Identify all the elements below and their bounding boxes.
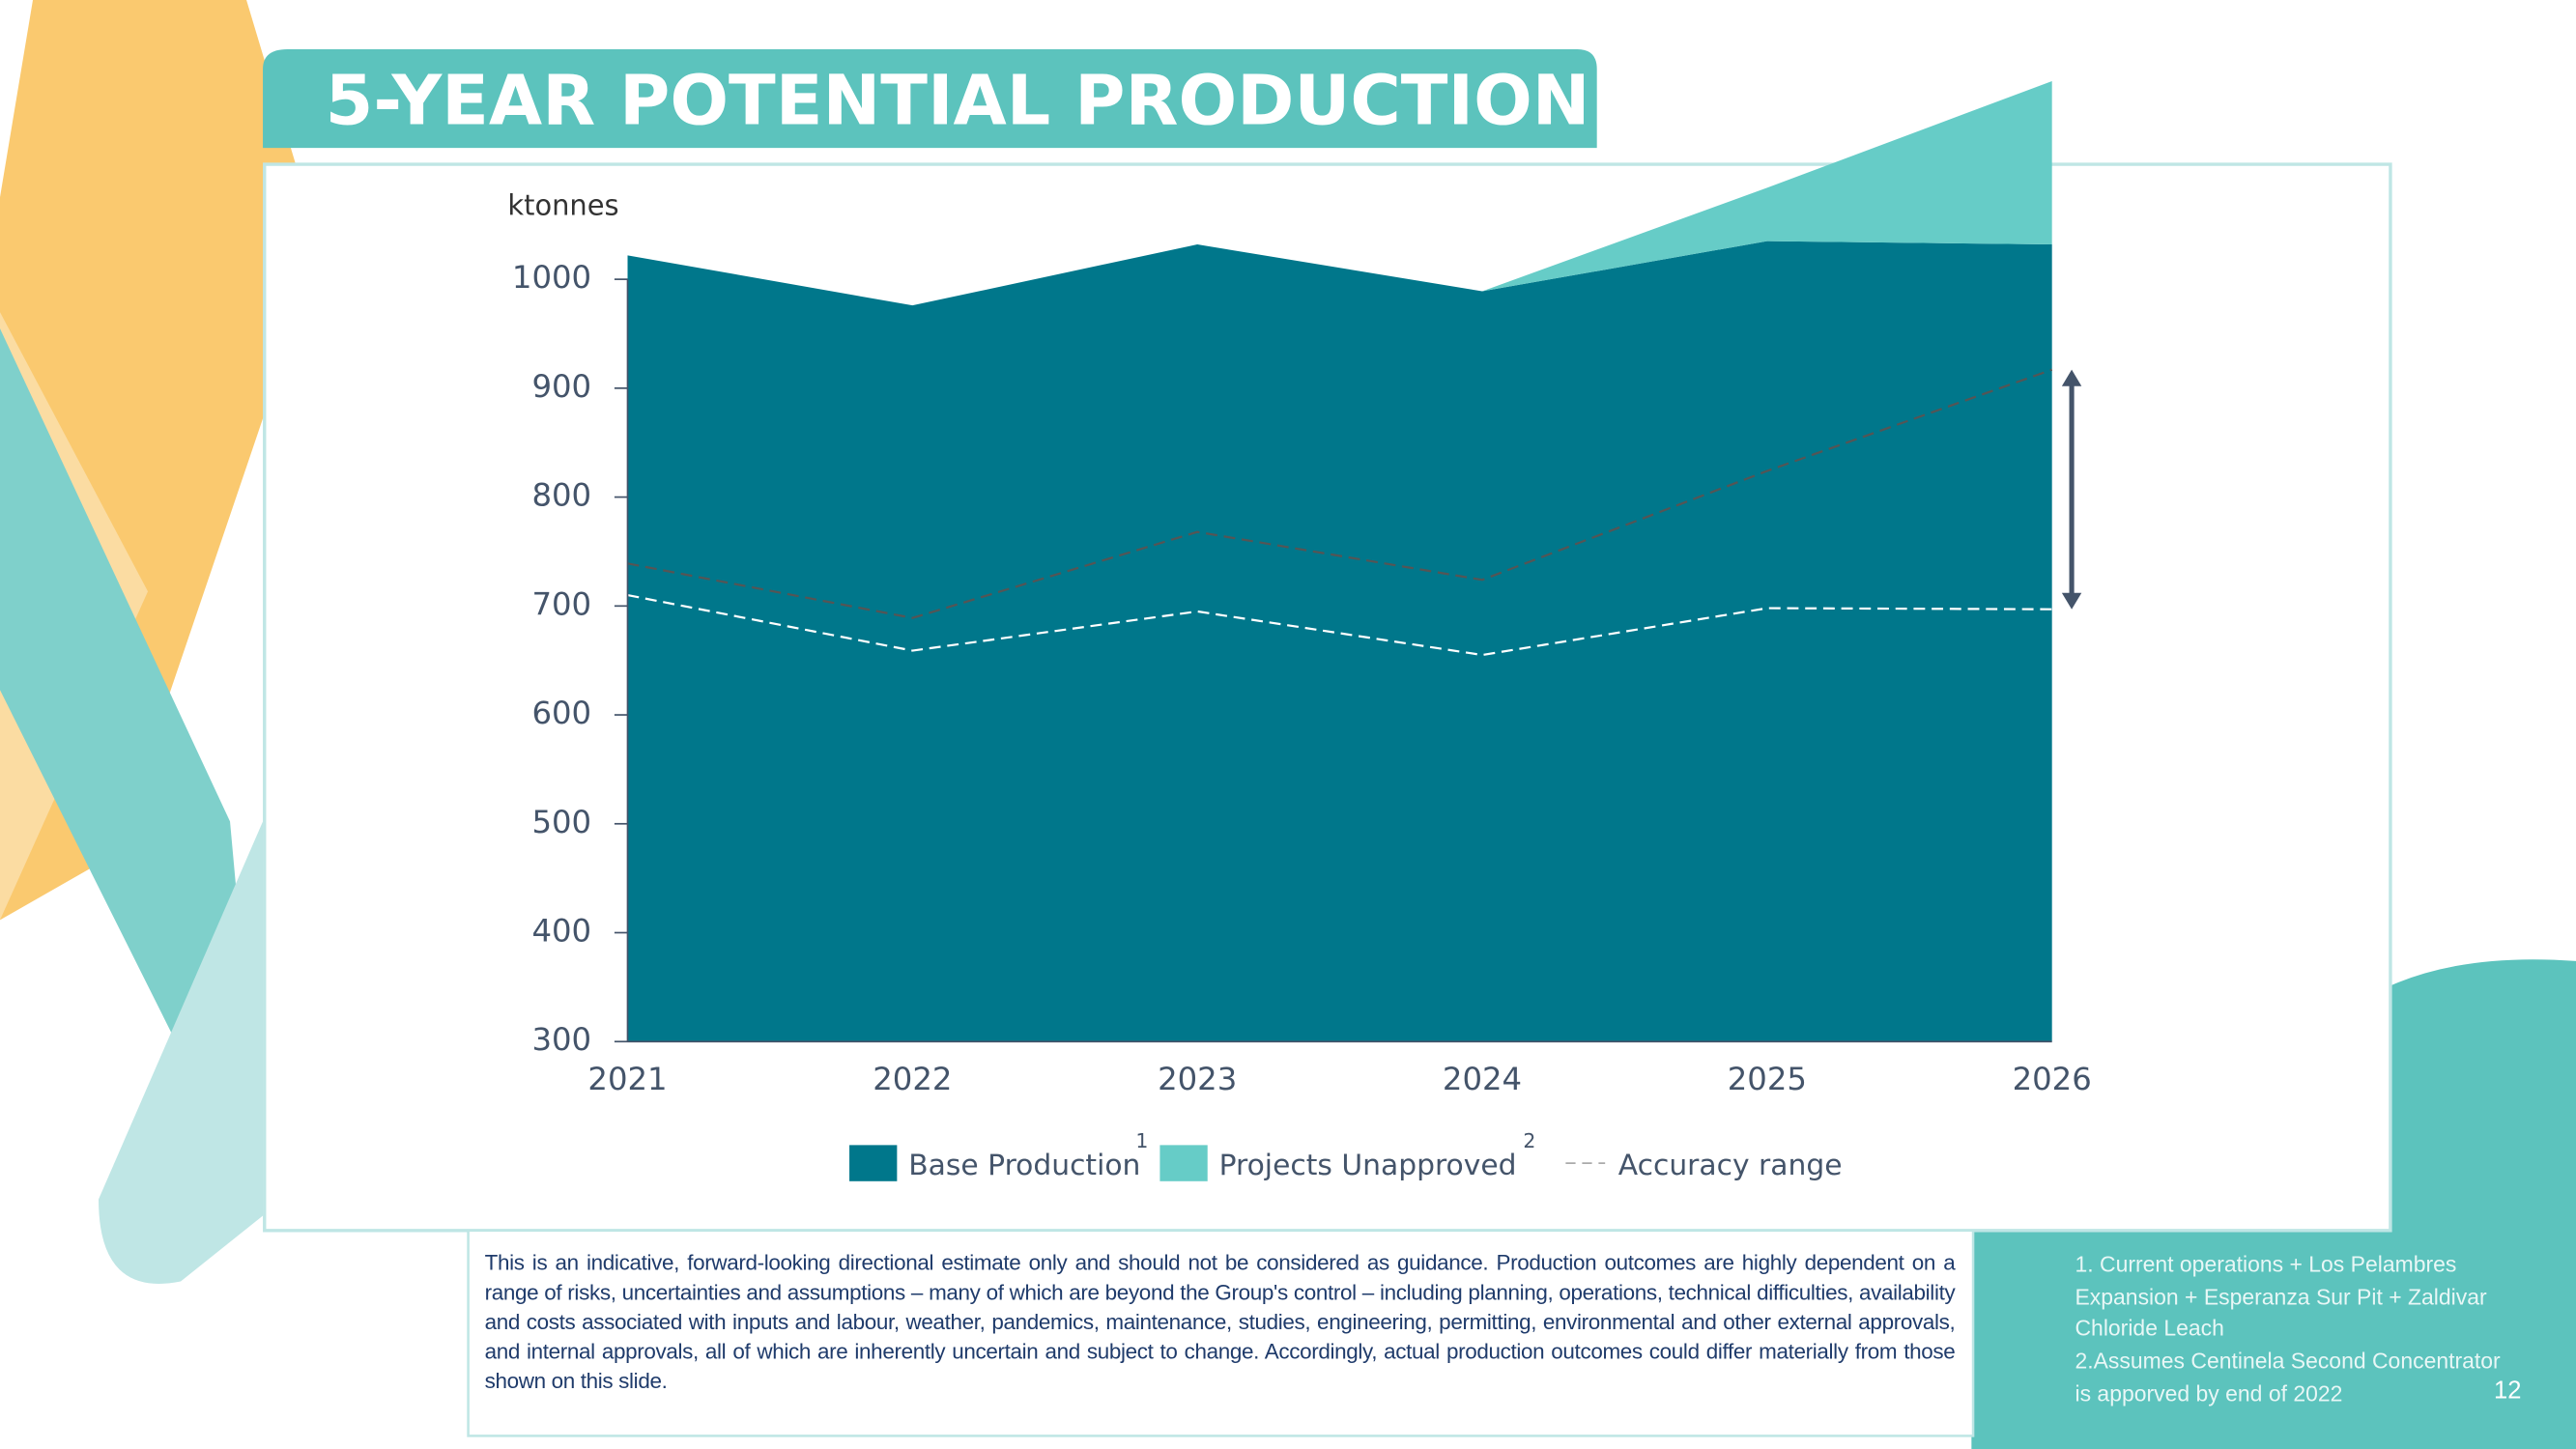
y-tick-label: 500 [531,804,591,840]
legend-swatch [1159,1145,1208,1181]
legend-label: Projects Unapproved [1219,1149,1517,1182]
area [627,80,2052,306]
disclaimer: This is an indicative, forward-looking d… [484,1250,1956,1394]
footnote: 2.Assumes Centinela Second Concentrator … [2075,1349,2501,1406]
y-axis-label: ktonnes [507,188,618,221]
y-tick-label: 900 [531,368,591,405]
y-tick-label: 700 [531,585,591,622]
slide-title: 5-YEAR POTENTIAL PRODUCTION [326,60,1590,140]
y-tick-label: 300 [531,1021,591,1058]
x-tick-label: 2023 [1158,1061,1237,1097]
x-tick-label: 2021 [587,1061,667,1097]
page-number: 12 [2494,1377,2522,1406]
x-tick-label: 2025 [1728,1061,1807,1097]
x-tick-label: 2026 [2013,1061,2092,1097]
area [627,241,2052,1042]
legend-superscript: 1 [1135,1129,1148,1152]
legend-superscript: 2 [1523,1129,1535,1152]
y-tick-label: 400 [531,913,591,950]
y-tick-label: 600 [531,695,591,731]
legend-label: Accuracy range [1618,1149,1843,1182]
accuracy-line [627,368,2053,619]
x-tick-label: 2024 [1443,1061,1522,1097]
footnote: 1. Current operations + Los Pelambres Ex… [2075,1251,2487,1341]
legend-swatch [849,1145,898,1181]
legend-label: Base Production [908,1149,1140,1182]
accuracy-line [627,593,2052,657]
x-tick-label: 2022 [873,1061,952,1097]
y-tick-label: 800 [531,477,591,514]
y-tick-label: 1000 [512,259,591,296]
